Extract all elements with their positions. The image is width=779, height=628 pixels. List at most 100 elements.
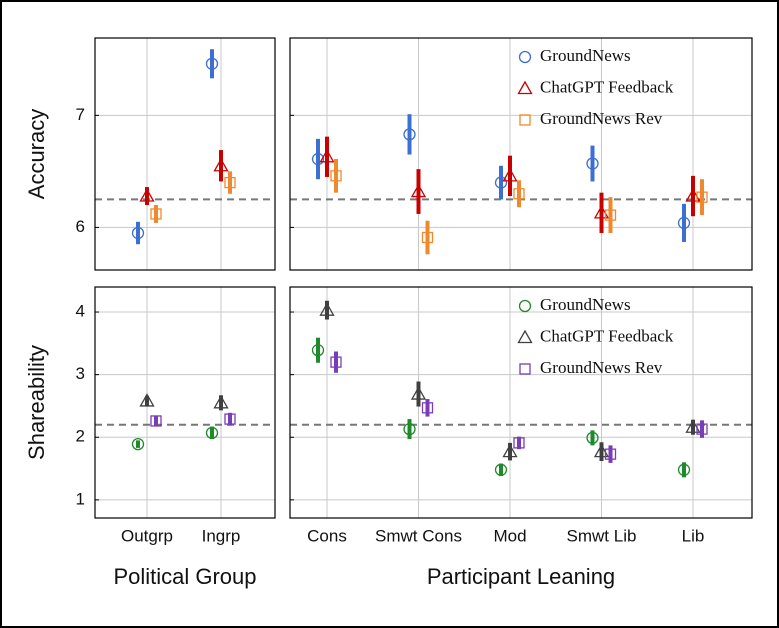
marker	[604, 209, 617, 221]
error-bar	[219, 395, 223, 411]
marker	[677, 463, 691, 476]
marker	[319, 148, 335, 163]
error-bar	[219, 150, 223, 182]
plot-frame	[94, 286, 276, 519]
marker	[519, 114, 531, 126]
error-bar	[499, 165, 503, 200]
error-bar	[682, 203, 686, 242]
marker	[403, 128, 416, 141]
y-tick-label: 1	[76, 489, 85, 508]
marker	[519, 363, 531, 375]
legend-label: GroundNews Rev	[540, 109, 663, 128]
error-bar	[425, 220, 430, 255]
x-axis-label: Participant Leaning	[427, 564, 615, 589]
marker	[685, 419, 701, 433]
marker	[403, 422, 416, 436]
marker	[205, 57, 219, 70]
marker	[139, 393, 155, 407]
y-tick-label: 3	[76, 364, 85, 383]
error-bar	[136, 221, 140, 245]
error-bar	[499, 463, 503, 477]
marker	[685, 188, 701, 202]
error-bar	[228, 412, 232, 426]
marker	[513, 188, 525, 200]
marker	[311, 344, 325, 357]
error-bar	[145, 395, 149, 406]
marker	[311, 152, 325, 166]
legend-label: ChatGPT Feedback	[540, 77, 674, 96]
error-bar	[599, 192, 604, 234]
error-bar	[325, 300, 329, 320]
error-bar	[334, 351, 338, 373]
error-bar	[691, 419, 695, 435]
y-tick-label: 4	[76, 302, 85, 321]
x-tick-label: Lib	[682, 526, 705, 545]
error-bar	[210, 426, 214, 440]
marker	[518, 50, 532, 64]
marker	[518, 299, 532, 313]
marker	[205, 426, 219, 440]
error-bar	[334, 159, 338, 193]
marker	[502, 168, 518, 182]
marker	[517, 329, 533, 344]
x-tick-label: Outgrp	[121, 526, 173, 545]
error-bar	[700, 179, 704, 216]
marker	[131, 437, 145, 451]
marker	[410, 183, 427, 198]
legend-label: GroundNews	[540, 46, 631, 65]
x-tick-label: Smwt Lib	[567, 526, 637, 545]
marker	[696, 423, 708, 435]
error-bar	[154, 415, 158, 426]
marker	[213, 157, 229, 172]
marker	[224, 176, 236, 189]
x-tick-label: Mod	[493, 526, 526, 545]
legend-label: ChatGPT Feedback	[540, 326, 674, 345]
marker	[330, 170, 342, 182]
error-bar	[517, 180, 521, 208]
error-bar	[608, 445, 613, 463]
y-axis-label: Shareability	[24, 345, 49, 460]
marker	[150, 208, 162, 220]
marker	[677, 216, 691, 230]
marker	[139, 188, 155, 202]
marker	[494, 176, 508, 189]
marker	[330, 356, 342, 368]
error-bar	[425, 399, 430, 417]
plot-frame	[94, 37, 276, 271]
y-tick-label: 7	[76, 105, 85, 124]
marker	[586, 157, 599, 170]
error-bar	[316, 337, 320, 363]
error-bar	[416, 169, 421, 214]
error-bar	[228, 171, 232, 194]
error-bar	[210, 49, 214, 79]
x-tick-label: Cons	[307, 526, 347, 545]
marker	[586, 431, 599, 445]
error-bar	[316, 138, 320, 180]
marker	[502, 443, 518, 458]
error-bar	[682, 462, 686, 478]
error-bar	[407, 419, 412, 440]
x-tick-label: Smwt Cons	[375, 526, 462, 545]
y-axis-label: Accuracy	[24, 109, 49, 199]
error-bar	[407, 114, 412, 155]
error-bar	[508, 155, 512, 197]
x-tick-label: Ingrp	[202, 526, 241, 545]
marker	[517, 80, 533, 95]
error-bar	[136, 440, 140, 448]
marker	[319, 302, 335, 316]
error-bar	[517, 436, 521, 450]
error-bar	[608, 197, 613, 234]
marker	[410, 386, 427, 400]
error-bar	[416, 381, 421, 407]
error-bar	[691, 175, 695, 217]
marker	[696, 191, 708, 203]
marker	[421, 402, 434, 414]
legend-label: GroundNews	[540, 295, 631, 314]
plot-frame	[289, 286, 753, 519]
y-tick-label: 2	[76, 427, 85, 446]
marker	[150, 415, 162, 427]
error-bar	[599, 442, 604, 462]
marker	[213, 394, 229, 409]
